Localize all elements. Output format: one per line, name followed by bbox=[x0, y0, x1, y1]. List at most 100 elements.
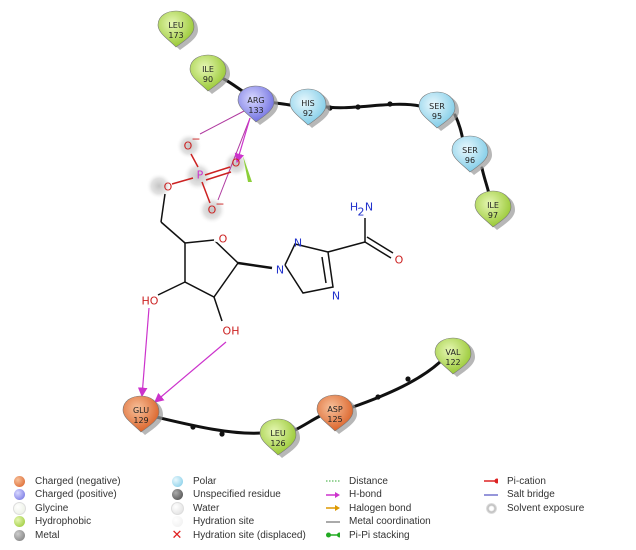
legend-label: Salt bridge bbox=[507, 489, 555, 501]
residue-name: VAL bbox=[446, 348, 461, 357]
legend-label: Glycine bbox=[35, 502, 69, 514]
gray-line-icon bbox=[326, 515, 340, 529]
atom-o-minus: O bbox=[184, 140, 193, 153]
hydration-site-ball-icon bbox=[170, 515, 184, 529]
residue-number: 125 bbox=[327, 415, 342, 424]
residue-number: 122 bbox=[445, 358, 460, 367]
legend-label: Water bbox=[193, 502, 220, 514]
atom-n4: N bbox=[332, 290, 340, 303]
residue-name: ARG bbox=[247, 96, 264, 105]
stereo-wedge-icon bbox=[243, 156, 252, 182]
blue-purple-line-icon bbox=[484, 488, 498, 502]
residue-name: ASP bbox=[327, 405, 343, 414]
atom-o-ring: O bbox=[219, 233, 228, 246]
residue-name: ILE bbox=[487, 201, 499, 210]
legend-item: Hydration site bbox=[170, 515, 254, 529]
solvent-exposure-halos bbox=[146, 133, 249, 224]
residue-name: SER bbox=[462, 146, 478, 155]
red-line-dot-icon bbox=[484, 474, 498, 488]
residue-number: 97 bbox=[488, 211, 498, 220]
legend-label: Unspecified residue bbox=[193, 489, 281, 501]
atom-phosphorus: P bbox=[197, 169, 204, 182]
legend-label: Hydration site bbox=[193, 516, 255, 528]
gray-halo-icon bbox=[484, 501, 498, 515]
hydrophobic-ball-icon bbox=[12, 515, 26, 529]
atom-n1: N bbox=[276, 264, 284, 277]
residue-shape bbox=[316, 394, 354, 432]
legend-label: Charged (positive) bbox=[35, 489, 117, 501]
residue-name: HIS bbox=[301, 99, 314, 108]
legend-item: Water bbox=[170, 501, 219, 515]
legend-item: Solvent exposure bbox=[484, 501, 584, 515]
orange-arrow-icon bbox=[326, 501, 340, 515]
water-ball-icon bbox=[170, 501, 184, 515]
glycine-ball-icon bbox=[12, 501, 26, 515]
h-bond-arrow bbox=[234, 117, 251, 164]
legend-label: Solvent exposure bbox=[507, 502, 585, 514]
legend-label: Metal coordination bbox=[349, 516, 431, 528]
residue-shape bbox=[418, 91, 456, 129]
salt-bridge-line bbox=[199, 109, 247, 135]
residue-name: LEU bbox=[270, 429, 286, 438]
interactions bbox=[137, 109, 251, 403]
residue-name: ILE bbox=[202, 65, 214, 74]
residue-number: 126 bbox=[270, 439, 285, 448]
residue-number: 96 bbox=[465, 156, 475, 165]
residue-number: 92 bbox=[303, 109, 313, 118]
polar-ball-icon bbox=[170, 474, 184, 488]
legend-label: Hydrophobic bbox=[35, 516, 92, 528]
atom-o-double: O bbox=[232, 157, 241, 170]
legend-item: Charged (positive) bbox=[12, 488, 117, 502]
residue-shape bbox=[189, 54, 227, 92]
legend-item: Metal bbox=[12, 528, 59, 542]
residue-shape bbox=[451, 135, 489, 173]
atom-nh2-h: H bbox=[350, 201, 358, 214]
legend-label: Pi-Pi stacking bbox=[349, 529, 410, 541]
metal-ball-icon bbox=[12, 528, 26, 542]
legend-label: Distance bbox=[349, 475, 388, 487]
legend-item: Charged (negative) bbox=[12, 474, 121, 488]
red-x-icon: ✕ bbox=[171, 527, 183, 543]
legend-item: Pi-Pi stacking bbox=[326, 528, 410, 542]
residue-number: 90 bbox=[203, 75, 213, 84]
legend-item: Unspecified residue bbox=[170, 488, 281, 502]
green-dumbbell-icon bbox=[326, 528, 340, 542]
dotted-green-line-icon bbox=[326, 474, 340, 488]
atom-oh-3: HO bbox=[142, 295, 159, 308]
legend-item: Polar bbox=[170, 474, 216, 488]
atom-o-ester: O bbox=[164, 181, 173, 194]
residue-name: SER bbox=[429, 102, 445, 111]
residue-shape bbox=[434, 337, 472, 375]
salt-bridge-line bbox=[217, 117, 251, 201]
legend-label: Charged (negative) bbox=[35, 475, 121, 487]
residue-shape bbox=[259, 418, 297, 456]
residue-name: GLU bbox=[133, 406, 149, 415]
legend-label: Metal bbox=[35, 529, 60, 541]
magenta-arrow-icon bbox=[326, 488, 340, 502]
residue-shape bbox=[237, 85, 275, 123]
residue-number: 173 bbox=[168, 31, 183, 40]
residue-number: 95 bbox=[432, 112, 442, 121]
atom-o-minus: O bbox=[208, 204, 217, 217]
residue-shape bbox=[122, 395, 160, 433]
legend-item: ✕ Hydration site (displaced) bbox=[170, 527, 306, 543]
residue-name: LEU bbox=[168, 21, 184, 30]
positive-ball-icon bbox=[12, 488, 26, 502]
legend-item: Metal coordination bbox=[326, 515, 431, 529]
legend-label: Pi-cation bbox=[507, 475, 546, 487]
atom-o-amide: O bbox=[395, 254, 404, 267]
legend-label: Polar bbox=[193, 475, 217, 487]
backbone-dots bbox=[190, 101, 411, 437]
h-bond-arrow bbox=[154, 341, 227, 403]
residues: LEU173ILE90ARG133HIS92SER95SER96ILE97VAL… bbox=[122, 10, 515, 458]
legend-label: Hydration site (displaced) bbox=[193, 529, 306, 541]
atom-nh2-subscript: 2 bbox=[358, 206, 365, 219]
residue-shape bbox=[289, 88, 327, 126]
residue-shape bbox=[474, 190, 512, 228]
